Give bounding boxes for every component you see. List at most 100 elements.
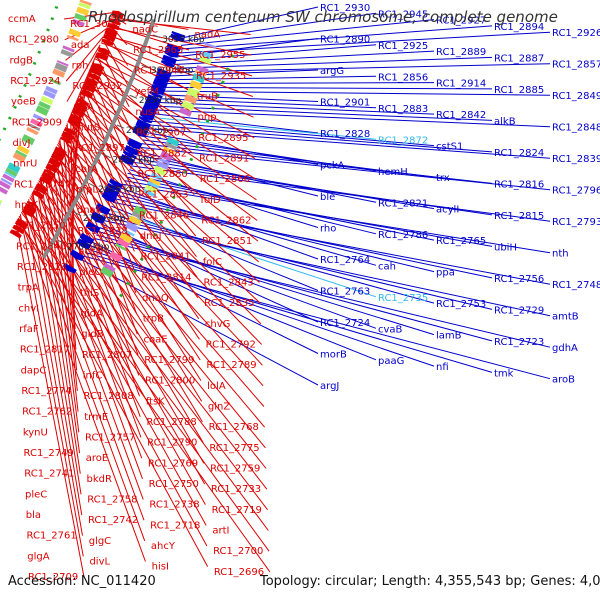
feature-block — [200, 50, 214, 60]
gc-tick — [220, 80, 225, 84]
gene-arrow — [26, 200, 39, 209]
gene-arrow — [149, 90, 163, 99]
gene-arrow — [74, 102, 88, 113]
feature-block — [38, 101, 51, 110]
gene-arrow — [150, 83, 166, 95]
label-leader — [81, 259, 319, 386]
gene-label: RC1_2808 — [84, 391, 134, 402]
label-leader — [60, 136, 263, 345]
gene-label: ahcY — [151, 541, 176, 552]
gene-label: RC1_2840 — [16, 241, 66, 252]
gene-arrow — [90, 211, 107, 224]
label-leader — [122, 183, 551, 254]
gene-arrow — [80, 89, 94, 99]
label-leader — [139, 146, 551, 191]
gene-arrow — [70, 249, 85, 261]
gene-label: glnZ — [208, 402, 230, 413]
gene-label: rdgB — [9, 55, 33, 66]
scale-tick — [73, 211, 82, 217]
gene-arrow — [85, 221, 101, 234]
gene-label: RC1_2980 — [9, 35, 59, 46]
gene-label: truB — [197, 92, 218, 103]
label-leader — [37, 182, 267, 469]
gene-label: aroE — [86, 453, 108, 464]
feature-block — [100, 266, 114, 278]
gene-label: RC1_2764 — [320, 255, 370, 266]
label-leader — [83, 255, 551, 380]
gene-label: nth — [552, 249, 569, 260]
feature-block — [162, 146, 176, 155]
gene-label: pleC — [25, 489, 47, 500]
gene-label: RC1_2839 — [552, 154, 600, 165]
gene-label: nadC — [132, 24, 158, 35]
gene-label: RC1_2815 — [494, 211, 544, 222]
gene-arrow — [95, 52, 109, 62]
gene-label: pfpL — [76, 185, 98, 196]
gene-label: RC1_2872 — [378, 135, 428, 146]
gene-arrow — [34, 183, 48, 195]
label-leader — [68, 119, 199, 299]
gene-label: trpB — [143, 314, 164, 325]
gene-label: hprK — [15, 200, 39, 211]
gc-tick — [165, 208, 170, 212]
gc-tick — [119, 293, 124, 298]
label-leader — [28, 199, 83, 516]
gene-label: RC1_2890 — [320, 35, 370, 46]
gene-label: cah — [378, 261, 396, 272]
gene-arrow — [68, 116, 82, 125]
feature-block — [62, 45, 75, 53]
gc-tick — [194, 144, 199, 149]
label-leader — [91, 66, 256, 159]
gene-label: RC1_2749 — [24, 448, 74, 459]
feature-block — [195, 65, 209, 74]
feature-block — [0, 180, 11, 190]
gene-label: RC1_2856 — [378, 72, 428, 83]
gene-label: lamB — [436, 331, 462, 342]
label-leader — [176, 38, 319, 58]
gene-arrow — [101, 38, 114, 46]
gene-label: coaE — [143, 334, 167, 345]
scale-tick — [152, 34, 161, 38]
gene-label: folC — [203, 257, 222, 268]
gene-label: ccmA — [8, 14, 36, 25]
feature-block — [148, 177, 161, 187]
scale-ticks: 3050 kbp 3000 kbp 2950 kbp 2900 kbp 2850 kbp… — [58, 34, 205, 252]
label-leader — [52, 151, 264, 387]
gene-arrow — [14, 218, 29, 230]
gene-label: rbfA — [73, 102, 94, 113]
gene-arrow — [23, 203, 37, 215]
gc-tick — [126, 281, 131, 286]
label-leader — [105, 216, 493, 310]
gene-label: RC1_2882 — [137, 148, 187, 159]
scale-label: 2750 kbp — [83, 214, 126, 224]
gene-label: RC1_2935 — [196, 71, 246, 82]
feature-block — [166, 136, 180, 147]
feature-block — [48, 78, 62, 86]
label-leader — [26, 202, 207, 526]
label-leader — [118, 191, 377, 266]
gene-label: RC1_2763 — [320, 287, 370, 298]
scale-label: 2800 kbp — [98, 185, 141, 195]
gene-label: RC1_2930 — [320, 3, 370, 14]
gene-arrow — [138, 115, 153, 124]
gene-label: RC1_2914 — [436, 79, 486, 90]
feature-block — [54, 62, 68, 73]
gene-label: cstS1 — [436, 142, 463, 153]
gene-label: trmE — [84, 412, 108, 423]
label-leader — [155, 109, 551, 128]
label-leader — [79, 93, 135, 232]
gene-label: RC1_2907 — [136, 128, 186, 139]
gc-tick — [28, 72, 32, 77]
gene-label: morB — [320, 350, 347, 361]
gene-label: RC1_2932 — [72, 81, 122, 92]
gene-label: gdhA — [552, 343, 578, 354]
scale-label: 2900 kbp — [126, 126, 169, 136]
gene-label: RC1_2700 — [213, 546, 263, 557]
label-leader — [83, 86, 134, 211]
label-leader — [109, 209, 377, 298]
gc-tick — [171, 195, 176, 200]
gene-arrow — [95, 202, 111, 215]
gc-tick — [133, 269, 137, 274]
scale-label: 2700 kbp — [67, 242, 110, 252]
